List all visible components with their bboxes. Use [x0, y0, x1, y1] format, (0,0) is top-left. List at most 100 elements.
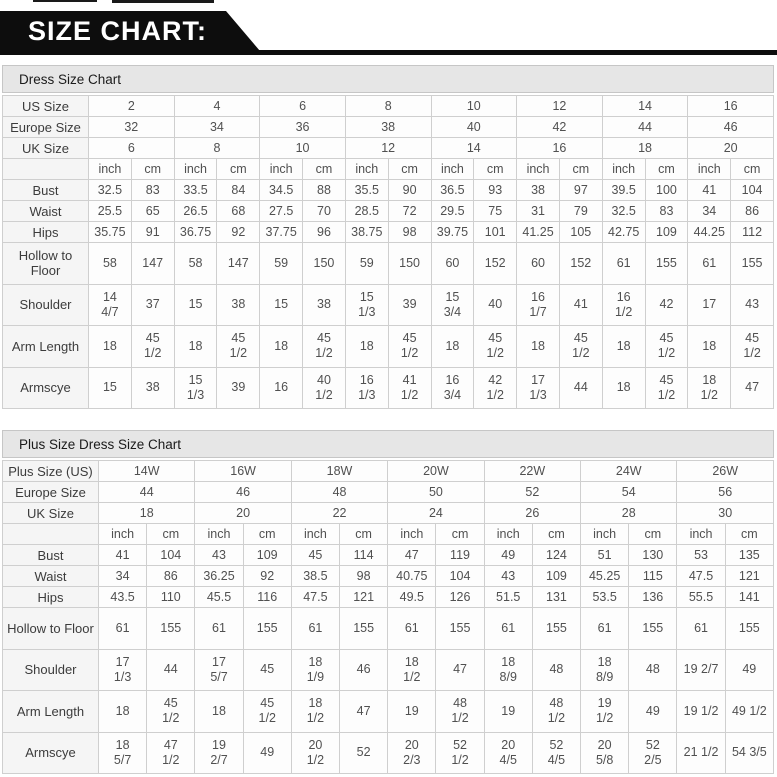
- measure-value-cell: 84: [216, 179, 261, 201]
- measure-value-cell: 70: [302, 200, 346, 222]
- measure-value-cell: 60: [516, 242, 560, 285]
- measure-value-cell: 150: [302, 242, 346, 285]
- measure-value-cell: 86: [146, 565, 196, 587]
- measure-row: Shoulder 17 1/3 44 17 5/7 45 18 1/9 46 18 1/2 47…: [2, 648, 775, 691]
- measure-value-cell: 39.5: [601, 179, 646, 201]
- row-label: Hips: [2, 586, 99, 608]
- size-value-cell: 30: [676, 502, 774, 524]
- unit-header-cell: inch: [194, 523, 244, 545]
- measure-value-cell: 47 1/2: [146, 731, 196, 774]
- measure-value-cell: 114: [339, 544, 389, 566]
- size-value-cell: 24: [387, 502, 485, 524]
- measure-value-cell: 47: [730, 366, 774, 409]
- measure-value-cell: 14 4/7: [88, 283, 132, 326]
- measure-value-cell: 58: [88, 242, 132, 285]
- measure-value-cell: 41 1/2: [387, 366, 432, 409]
- unit-header-cell: cm: [302, 158, 346, 180]
- measure-value-cell: 104: [730, 179, 774, 201]
- measure-value-cell: 121: [339, 586, 389, 608]
- measure-value-cell: 41: [687, 179, 732, 201]
- unit-header-row: inch cm inch cm inch cm inch cm inch cm inch cm inch…: [2, 523, 775, 545]
- measure-value-cell: 43: [730, 283, 774, 326]
- measure-value-cell: 58: [173, 242, 218, 285]
- measure-value-cell: 83: [644, 200, 689, 222]
- measure-value-cell: 59: [259, 242, 304, 285]
- measure-value-cell: 43: [483, 565, 533, 587]
- measure-value-cell: 45 1/2: [558, 325, 603, 368]
- measure-value-cell: 16 1/2: [601, 283, 646, 326]
- measure-value-cell: 98: [387, 221, 432, 243]
- measure-row: Waist 25.5 65 26.5 68 27.5 70 28.5 72 29.5 75 31 79 3…: [2, 200, 774, 222]
- size-value-cell: 20: [687, 137, 774, 159]
- size-value-cell: 36: [259, 116, 346, 138]
- measure-value-cell: 61: [97, 607, 148, 650]
- measure-value-cell: 34: [687, 200, 732, 222]
- measure-row: Hollow to Floor 61 155 61 155 61 155 61 155 61 155…: [2, 607, 775, 650]
- row-label: Hollow to Floor: [2, 607, 99, 650]
- measure-value-cell: 60: [430, 242, 475, 285]
- measure-value-cell: 38.75: [344, 221, 389, 243]
- measure-value-cell: 45: [242, 648, 292, 691]
- unit-header-cell: cm: [473, 158, 518, 180]
- measure-value-cell: 20 2/3: [387, 731, 437, 774]
- measure-value-cell: 17 1/3: [516, 366, 560, 409]
- size-value-cell: 10: [259, 137, 346, 159]
- measure-value-cell: 45 1/2: [146, 690, 196, 733]
- measure-value-cell: 88: [302, 179, 346, 201]
- measure-value-cell: 42 1/2: [473, 366, 518, 409]
- unit-header-cell: inch: [687, 158, 732, 180]
- measure-value-cell: 43: [194, 544, 244, 566]
- unit-header-cell: inch: [601, 158, 646, 180]
- measure-value-cell: 119: [435, 544, 485, 566]
- measure-value-cell: 61: [601, 242, 646, 285]
- unit-header-cell: inch: [430, 158, 475, 180]
- size-value-cell: 22: [290, 502, 389, 524]
- measure-value-cell: 38.5: [290, 565, 341, 587]
- measure-value-cell: 91: [130, 221, 175, 243]
- measure-value-cell: 150: [387, 242, 432, 285]
- measure-value-cell: 97: [558, 179, 603, 201]
- measure-value-cell: 86: [730, 200, 774, 222]
- unit-header-cell: cm: [724, 523, 775, 545]
- measure-value-cell: 19 2/7: [676, 648, 726, 691]
- row-label: Europe Size: [2, 481, 99, 503]
- measure-value-cell: 39: [387, 283, 432, 326]
- size-value-cell: 12: [344, 137, 432, 159]
- measure-value-cell: 16 3/4: [430, 366, 475, 409]
- row-label: US Size: [2, 95, 89, 117]
- size-value-cell: 20: [194, 502, 292, 524]
- measure-value-cell: 100: [644, 179, 689, 201]
- unit-header-cell: inch: [580, 523, 630, 545]
- unit-header-cell: cm: [216, 158, 261, 180]
- measure-value-cell: 152: [558, 242, 603, 285]
- measure-value-cell: 28.5: [344, 200, 389, 222]
- measure-value-cell: 34.5: [259, 179, 304, 201]
- measure-value-cell: 49: [628, 690, 678, 733]
- measure-value-cell: 45 1/2: [130, 325, 175, 368]
- measure-value-cell: 17 1/3: [97, 648, 148, 691]
- measure-value-cell: 21 1/2: [676, 731, 726, 774]
- measure-value-cell: 116: [242, 586, 292, 608]
- measure-value-cell: 18: [173, 325, 218, 368]
- measure-value-cell: 135: [724, 544, 775, 566]
- measure-value-cell: 41: [558, 283, 603, 326]
- measure-value-cell: 68: [216, 200, 261, 222]
- measure-value-cell: 17: [687, 283, 732, 326]
- measure-value-cell: 45 1/2: [387, 325, 432, 368]
- unit-header-row: inch cm inch cm inch cm inch cm inch cm inch cm inch…: [2, 158, 774, 180]
- row-label: Plus Size (US): [2, 460, 99, 482]
- unit-header-cell: cm: [730, 158, 774, 180]
- size-value-cell: 46: [687, 116, 774, 138]
- size-table: Plus Size (US) 14W 16W 18W 20W 22W 24W 26W Europ…: [2, 460, 775, 774]
- size-row: UK Size 6 8 10 12 14 16 18 20: [2, 137, 774, 159]
- measure-value-cell: 155: [146, 607, 196, 650]
- row-label: Arm Length: [2, 325, 89, 368]
- measure-value-cell: 61: [687, 242, 732, 285]
- measure-value-cell: 35.5: [344, 179, 389, 201]
- measure-row: Arm Length 18 45 1/2 18 45 1/2 18 1/2 47 19 48 1…: [2, 690, 775, 733]
- measure-value-cell: 136: [628, 586, 678, 608]
- row-label: Armscye: [2, 731, 99, 774]
- size-value-cell: 10: [430, 95, 518, 117]
- unit-header-cell: cm: [146, 523, 196, 545]
- measure-value-cell: 47.5: [676, 565, 726, 587]
